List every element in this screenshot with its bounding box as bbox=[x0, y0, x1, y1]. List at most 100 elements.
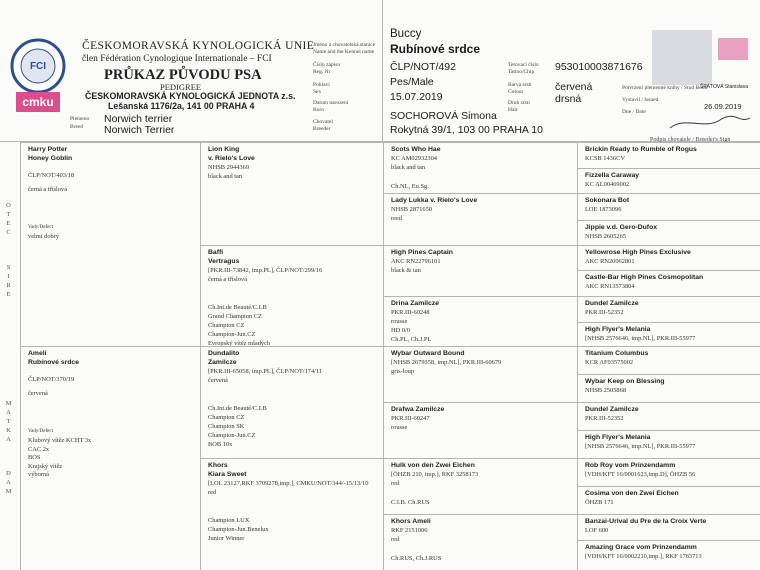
pedigree-cell: High Pines Captain AKC RN22796101 black & … bbox=[383, 245, 577, 296]
dog-info: červená bbox=[28, 390, 48, 397]
dog-title: Ch.Int.de Beauté/C.I.B bbox=[208, 405, 267, 412]
dog-name: Scots Who Hae bbox=[391, 146, 441, 153]
dog-info: [LOL 23127,RKF 3709278,imp.], CMKU/NOT/3… bbox=[208, 480, 369, 487]
pedigree-cell: Hulk von den Zwei Eichen [ÖHZB 210, imp.]… bbox=[383, 458, 577, 514]
dog-name: Dundalito bbox=[208, 350, 240, 357]
breeder-address: Rokytná 39/1, 103 00 PRAHA 10 bbox=[390, 124, 543, 136]
dog-title: Junior Winner bbox=[208, 535, 245, 542]
pedigree-cell: Dundel Zamilcze PKR.III-52352 bbox=[577, 296, 760, 322]
pedigree-cell: Khors Ameli RKF 2151006 red Ch.RUS, Ch.J.RU… bbox=[383, 514, 577, 570]
dog-info: Ch.PL, Ch.J.PL bbox=[391, 336, 432, 343]
field-label: Chovatel bbox=[313, 119, 333, 125]
pedigree-cell: Jippie v.d. Gero-Dufox NHSB 2605265 bbox=[577, 220, 760, 245]
dog-name: Drina Zamilcze bbox=[391, 300, 439, 307]
field-label: Breeder bbox=[313, 126, 331, 132]
pedigree-cell: Scots Who Hae KC AM02932304 black and tan C… bbox=[383, 142, 577, 193]
dog-info: black & tan bbox=[391, 267, 421, 274]
defects-value: CAC 2x bbox=[28, 445, 50, 453]
pedigree-cell: Lion King v. Rielo's Love NHSB 2944369 blac… bbox=[200, 142, 383, 245]
dog-name: Fizzella Caraway bbox=[585, 172, 640, 179]
dog-name: Khors bbox=[208, 462, 228, 469]
dog-title: Champion-Jun.CZ bbox=[208, 331, 256, 338]
defects-value: Klubový vítěz KCHT 3x bbox=[28, 437, 92, 444]
field-label: Druh srsti bbox=[508, 100, 530, 106]
field-label: Jméno a chovatelská stanice bbox=[313, 42, 376, 48]
sire-letters: OTEC bbox=[5, 202, 12, 238]
pedigree-cell: Yellowrose High Pines Exclusive AKC RN200… bbox=[577, 245, 760, 270]
fci-logo-text: FCI bbox=[30, 61, 46, 72]
dog-info: [VDH/KFT 16/0001623,imp.D], ÖHZB 56 bbox=[585, 471, 696, 478]
club-address: Lešanská 1176/2a, 141 00 PRAHA 4 bbox=[108, 101, 255, 111]
breed-value: Norwich terrier bbox=[104, 113, 173, 125]
dog-info: LOE 1873096 bbox=[585, 206, 622, 213]
dog-title: Champion-Jun.CZ bbox=[208, 432, 256, 439]
breeder-name: SOCHOROVÁ Simona bbox=[390, 110, 497, 122]
dog-info: PKR.III-60248 bbox=[391, 309, 430, 316]
dog-name: Khors Ameli bbox=[391, 518, 431, 525]
dog-name: Ameli bbox=[28, 350, 47, 357]
field-label: Hair bbox=[508, 107, 518, 113]
pedigree-cell: Banzai-Urival du Pre de la Croix Verte LO… bbox=[577, 514, 760, 540]
dog-name: High Flyer's Melania bbox=[585, 434, 651, 441]
dog-name: Zamilcze bbox=[208, 359, 237, 366]
dog-info: LOF 600 bbox=[585, 527, 609, 534]
pedigree-cell: Brickin Ready to Rumble of Rogus KCSB 143… bbox=[577, 142, 760, 168]
dog-info: [NHSB 2576646, imp.NL], PKR.III-55977 bbox=[585, 335, 696, 342]
dog-info: [ÖHZB 210, imp.], RKF 3258173 bbox=[391, 471, 479, 478]
date-label: Dne / Date bbox=[622, 109, 646, 115]
dog-name: High Pines Captain bbox=[391, 249, 453, 256]
studbook-label: Potvrzení plemenné knihy / Stud Book bbox=[622, 85, 708, 91]
dog-name: Castle-Bar High Pines Cosmopolitan bbox=[585, 274, 704, 281]
dog-info: [NHSB 2576646, imp.NL], PKR.III-55977 bbox=[585, 443, 696, 450]
dog-title: Ch.RUS, Ch.J.RUS bbox=[391, 555, 442, 562]
dog-name: Hulk von den Zwei Eichen bbox=[391, 462, 475, 469]
defects-label: Vady/Defect bbox=[28, 429, 53, 434]
pedigree-cell: High Flyer's Melania [NHSB 2576646, imp.N… bbox=[577, 430, 760, 458]
defects-value: velmi dobrý bbox=[28, 233, 60, 240]
dog-info: [NHSB 2679358, imp.NL], PKR.III-60679 bbox=[391, 359, 502, 366]
dog-title: BOB 10x bbox=[208, 441, 233, 448]
dog-info: red bbox=[391, 480, 400, 487]
defects-value: výborná bbox=[28, 471, 49, 478]
header-divider bbox=[382, 0, 383, 141]
stamp bbox=[652, 30, 751, 129]
pedigree-cell: Fizzella Caraway KC AL00469002 bbox=[577, 168, 760, 193]
dog-info: NHSB 2871650 bbox=[391, 206, 433, 213]
field-label: Sex bbox=[313, 89, 322, 95]
dog-info: ČLP/NOT/370/19 bbox=[28, 376, 75, 383]
dog-info: reed bbox=[391, 215, 402, 222]
breed-value: Norwich Terrier bbox=[104, 124, 175, 136]
reg-number: ČLP/NOT/492 bbox=[390, 61, 456, 73]
dog-info: AKC RN22796101 bbox=[391, 258, 441, 265]
dog-info: rousse bbox=[391, 318, 408, 325]
dog-info: ÖHZB 171 bbox=[585, 499, 614, 506]
dog-info: [VDH/KFT 16/0002210,imp.], RKF 1783713 bbox=[585, 553, 702, 560]
dog-name: Yellowrose High Pines Exclusive bbox=[585, 249, 691, 256]
dog-info: black and tan bbox=[391, 164, 426, 171]
dog-name: High Flyer's Melania bbox=[585, 326, 651, 333]
dog-info: PKR.III-52352 bbox=[585, 415, 624, 422]
fci-member: člen Fédération Cynologique Internationa… bbox=[82, 54, 272, 64]
dam-letters: DAM bbox=[5, 470, 12, 497]
field-label: Barva srsti bbox=[508, 82, 532, 88]
dog-name: Wybar Keep on Blessing bbox=[585, 378, 665, 385]
dog-name: Harry Potter bbox=[28, 146, 68, 153]
dog-info: NHSB 2605265 bbox=[585, 233, 627, 240]
field-label: Reg. Nr bbox=[313, 69, 331, 75]
doc-title: PRŮKAZ PŮVODU PSA bbox=[104, 67, 262, 83]
dog-name: Baffi bbox=[208, 249, 224, 256]
pedigree-cell: Baffi Vertragus [PKR.III-73842, imp.PL], Č… bbox=[200, 245, 383, 346]
dog-name: v. Rielo's Love bbox=[208, 155, 255, 162]
dog-title: Champion LUX bbox=[208, 517, 250, 524]
sex: Pes/Male bbox=[390, 76, 434, 88]
dog-kennel: Rubínové srdce bbox=[390, 42, 481, 56]
dog-title: Champion CZ bbox=[208, 414, 245, 421]
dog-info: PKR.III-60247 bbox=[391, 415, 430, 422]
club-name: ČESKOMORAVSKÁ KYNOLOGICKÁ JEDNOTA z.s. bbox=[85, 91, 296, 101]
dog-info: černá a tříslová bbox=[28, 186, 68, 193]
sire-letters: SIRE bbox=[5, 264, 12, 300]
dog-title: Champion CZ bbox=[208, 322, 245, 329]
dog-name: Rubínové srdce bbox=[28, 359, 79, 366]
dog-info: KC AM02932304 bbox=[391, 155, 437, 162]
dog-name: Buccy bbox=[390, 28, 422, 40]
